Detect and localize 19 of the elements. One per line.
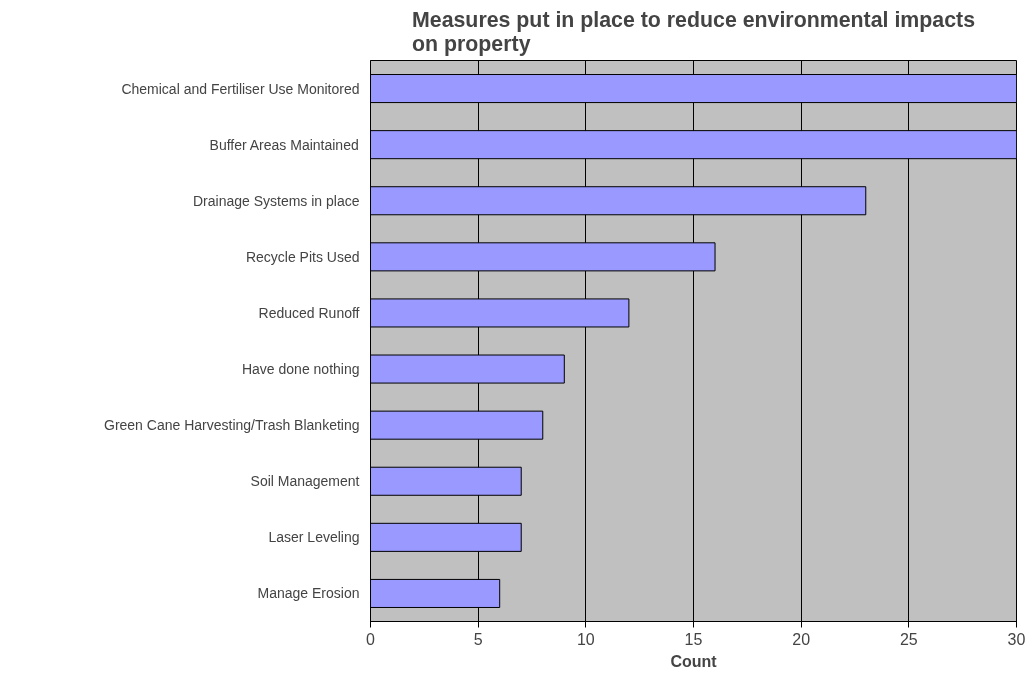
y-tick-label: Green Cane Harvesting/Trash Blanketing: [104, 417, 360, 434]
y-tick-label: Soil Management: [250, 473, 360, 490]
x-tick-label: 5: [473, 630, 483, 648]
chart-title: Measures put in place to reduce environmental impacts on property: [412, 7, 976, 56]
y-tick-label: Recycle Pits Used: [245, 248, 360, 265]
y-tick-label: Buffer Areas Maintained: [209, 136, 359, 153]
x-tick-label: 20: [792, 630, 811, 648]
y-tick-label: Have done nothing: [241, 361, 360, 378]
y-tick-label: Laser Leveling: [268, 529, 360, 546]
x-tick-label: 15: [684, 630, 703, 648]
y-tick-label: Reduced Runoff: [258, 304, 360, 321]
x-tick-label: 30: [1007, 630, 1026, 648]
x-tick-label: 0: [366, 630, 376, 648]
y-tick-label: Manage Erosion: [257, 585, 360, 602]
y-tick-label: Drainage Systems in place: [192, 192, 360, 209]
x-tick-label: 25: [899, 630, 918, 648]
y-tick-label: Chemical and Fertiliser Use Monitored: [121, 80, 360, 97]
x-tick-label: 10: [576, 630, 595, 648]
x-axis-title: Count: [670, 652, 718, 670]
